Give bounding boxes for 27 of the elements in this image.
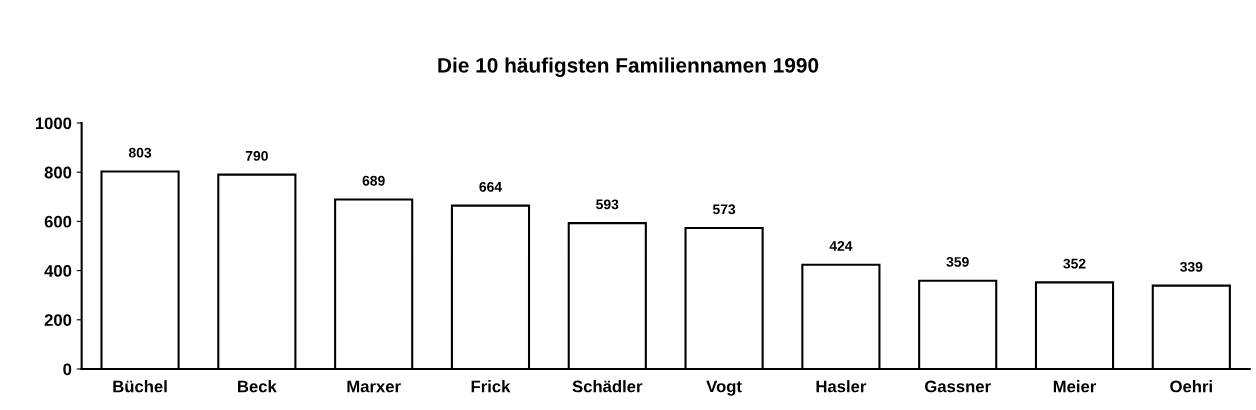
x-tick-label: Marxer (347, 380, 401, 393)
data-label: 573 (712, 204, 736, 215)
data-label: 339 (1180, 261, 1203, 272)
x-tick-label: Frick (471, 380, 511, 393)
data-label: 803 (128, 147, 152, 158)
x-tick-label: Beck (238, 380, 277, 393)
y-tick-label: 0 (63, 363, 72, 376)
data-label: 424 (829, 241, 853, 251)
x-tick-label: Schädler (572, 380, 643, 393)
y-tick-label: 600 (44, 215, 72, 228)
y-tick-label: 200 (44, 314, 72, 326)
x-tick-label: Vogt (706, 380, 742, 396)
y-tick-label: 1000 (35, 117, 72, 130)
chart-title: Die 10 häufigsten Familiennamen 1990 (438, 57, 819, 77)
data-label: 689 (362, 175, 385, 186)
x-tick-label: Hasler (816, 380, 867, 393)
x-tick-label: Gassner (925, 380, 991, 393)
y-tick-label: 800 (44, 166, 72, 179)
data-label: 790 (245, 150, 268, 161)
x-tick-label: Oehri (1170, 380, 1212, 393)
data-label: 593 (596, 199, 619, 210)
data-label: 359 (946, 256, 969, 267)
data-label: 664 (479, 181, 502, 192)
x-tick-label: Meier (1053, 380, 1097, 393)
y-tick-label: 400 (44, 265, 72, 277)
data-label: 352 (1063, 258, 1086, 269)
x-tick-label: Büchel (113, 380, 167, 393)
